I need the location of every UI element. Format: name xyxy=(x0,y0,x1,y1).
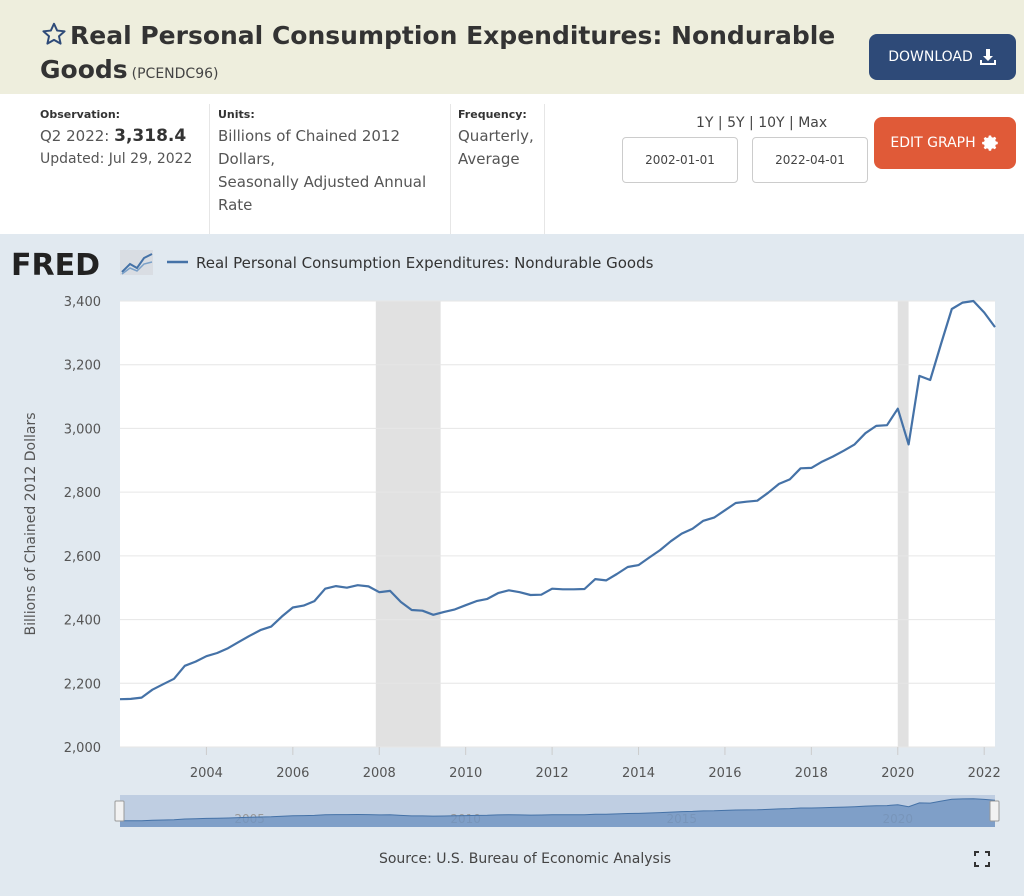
range-max[interactable]: Max xyxy=(798,115,828,131)
recession-band xyxy=(897,301,909,747)
edit-graph-button[interactable]: EDIT GRAPH xyxy=(874,117,1016,169)
navigator-handle-left[interactable] xyxy=(114,800,125,822)
units-line: Rate xyxy=(218,196,253,214)
navigator-series-line xyxy=(120,798,996,822)
series-title: Real Personal Consumption Expenditures: … xyxy=(40,21,836,84)
fullscreen-icon[interactable] xyxy=(974,851,990,867)
edit-graph-label: EDIT GRAPH xyxy=(890,135,976,151)
series-code: (PCENDC96) xyxy=(131,66,219,82)
header: Real Personal Consumption Expenditures: … xyxy=(0,0,1024,94)
y-tick-label: 2,000 xyxy=(64,741,101,756)
divider xyxy=(544,104,545,234)
navigator[interactable]: 2005201020152020 xyxy=(114,795,1000,827)
fred-logo[interactable]: FRED xyxy=(11,248,153,283)
updated-date: Updated: Jul 29, 2022 xyxy=(40,151,193,167)
y-tick-label: 2,200 xyxy=(64,677,101,692)
units-line: Seasonally Adjusted Annual xyxy=(218,173,427,191)
range-10y[interactable]: 10Y xyxy=(758,115,785,131)
source-note: Source: U.S. Bureau of Economic Analysis xyxy=(378,851,672,867)
gear-icon xyxy=(981,135,998,151)
x-tick-label: 2018 xyxy=(795,766,828,781)
y-tick-label: 3,400 xyxy=(64,295,101,310)
observation-value: 3,318.4 xyxy=(114,126,187,146)
navigator-series-area xyxy=(120,798,995,827)
frequency-label: Frequency: xyxy=(458,108,527,121)
download-label: DOWNLOAD xyxy=(888,49,973,65)
fred-logo-graph-icon xyxy=(120,250,153,275)
observation-block: Observation: Q2 2022: 3,318.4 Updated: J… xyxy=(40,108,192,171)
range-5y[interactable]: 5Y xyxy=(727,115,745,131)
x-tick-label: 2008 xyxy=(363,766,396,781)
frequency-block: Frequency: Quarterly, Average xyxy=(458,108,534,171)
divider xyxy=(450,104,451,234)
legend-label[interactable]: Real Personal Consumption Expenditures: … xyxy=(196,254,654,272)
fred-logo-text: FRED xyxy=(11,248,100,283)
units-line: Dollars, xyxy=(218,150,276,168)
x-tick-label: 2022 xyxy=(968,766,1001,781)
end-date-input[interactable]: 2022-04-01 xyxy=(752,137,868,183)
observation-label: Observation: xyxy=(40,108,121,121)
frequency-line: Average xyxy=(458,150,520,168)
start-date-input[interactable]: 2002-01-01 xyxy=(622,137,738,183)
y-axis-label: Billions of Chained 2012 Dollars xyxy=(23,412,39,635)
download-button[interactable]: DOWNLOAD xyxy=(869,34,1016,80)
x-tick-label: 2014 xyxy=(622,766,655,781)
plot-area xyxy=(120,301,995,747)
units-line: Billions of Chained 2012 xyxy=(218,127,400,145)
y-tick-label: 2,400 xyxy=(64,614,101,629)
y-tick-label: 2,800 xyxy=(64,486,101,501)
range-1y[interactable]: 1Y xyxy=(696,115,714,131)
download-icon xyxy=(979,49,996,65)
y-tick-label: 3,200 xyxy=(64,359,101,374)
x-tick-label: 2016 xyxy=(708,766,741,781)
series-line[interactable] xyxy=(119,299,996,701)
x-tick-label: 2010 xyxy=(449,766,482,781)
x-tick-label: 2020 xyxy=(881,766,914,781)
observation-period: Q2 2022: xyxy=(40,127,110,145)
navigator-handle-right[interactable] xyxy=(989,800,1000,822)
range-selector: 1Y | 5Y | 10Y | Max xyxy=(696,115,828,131)
x-tick-label: 2006 xyxy=(276,766,309,781)
star-icon[interactable] xyxy=(40,21,70,54)
recession-band xyxy=(375,301,441,747)
x-tick-label: 2004 xyxy=(190,766,223,781)
x-tick-label: 2012 xyxy=(536,766,569,781)
frequency-line: Quarterly, xyxy=(458,127,534,145)
page-title: Real Personal Consumption Expenditures: … xyxy=(40,20,840,90)
y-tick-label: 2,600 xyxy=(64,550,101,565)
divider xyxy=(209,104,210,234)
y-tick-label: 3,000 xyxy=(64,422,101,437)
units-block: Units: Billions of Chained 2012 Dollars,… xyxy=(218,108,426,217)
units-label: Units: xyxy=(218,108,255,121)
